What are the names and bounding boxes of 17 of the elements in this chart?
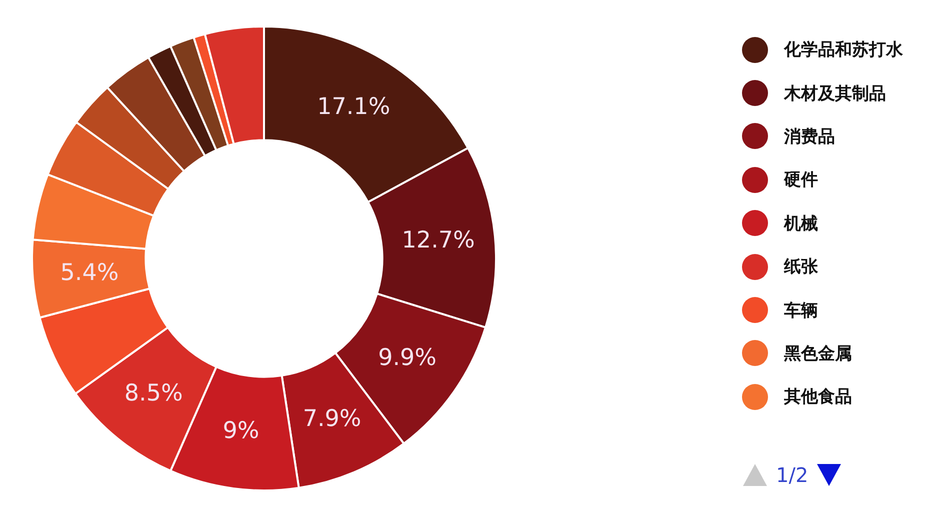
legend-label: 木材及其制品 xyxy=(784,82,886,105)
data-label: 9.9% xyxy=(378,345,437,372)
text: 1/2 xyxy=(776,463,808,487)
legend-label: 化学品和苏打水 xyxy=(784,39,903,62)
legend-label: 黑色金属 xyxy=(784,342,852,365)
data-label: 8.5% xyxy=(124,380,183,406)
legend-label: 硬件 xyxy=(784,169,818,192)
data-label: 5.4% xyxy=(60,260,119,286)
data-label: 17.1% xyxy=(317,94,390,120)
data-label: 9% xyxy=(222,418,260,444)
legend-label: 消费品 xyxy=(784,126,835,148)
data-label: 7.9% xyxy=(302,406,362,432)
legend-label: 其他食品 xyxy=(784,386,852,408)
data-label: 12.7% xyxy=(402,227,475,254)
legend-label: 纸张 xyxy=(784,256,818,278)
legend-label: 车辆 xyxy=(784,300,818,322)
legend-label: 机械 xyxy=(784,212,818,235)
